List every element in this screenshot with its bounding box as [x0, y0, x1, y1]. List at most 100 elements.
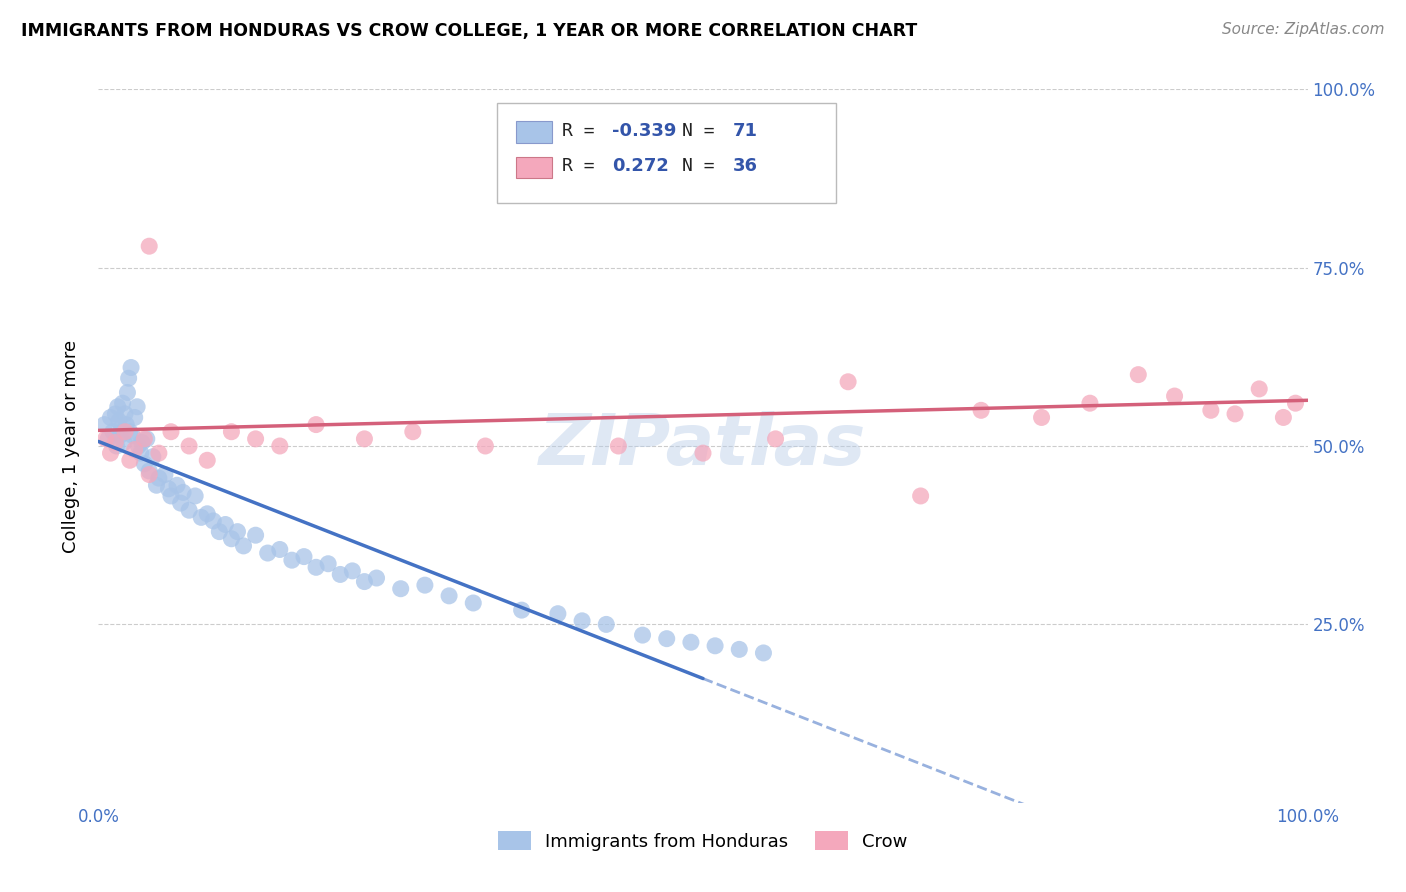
Point — [129, 446, 152, 460]
Point — [1223, 407, 1246, 421]
Point — [353, 574, 375, 589]
Bar — [516, 121, 551, 143]
Point — [135, 432, 157, 446]
Point — [153, 467, 176, 482]
Point — [202, 514, 225, 528]
Point — [127, 400, 149, 414]
Point — [402, 425, 425, 439]
Point — [571, 614, 593, 628]
Point — [145, 478, 167, 492]
Point — [117, 385, 139, 400]
Point — [124, 410, 146, 425]
Point — [1284, 396, 1306, 410]
Bar — [516, 157, 551, 178]
Point — [214, 517, 236, 532]
Point — [190, 510, 212, 524]
Point — [679, 635, 702, 649]
Point — [93, 417, 115, 432]
Point — [305, 560, 328, 574]
Point — [655, 632, 678, 646]
Point — [510, 603, 533, 617]
Point — [316, 557, 339, 571]
Point — [305, 417, 328, 432]
Point — [292, 549, 315, 564]
Point — [1031, 410, 1053, 425]
Point — [752, 646, 775, 660]
Text: 36: 36 — [734, 157, 758, 175]
Point — [121, 428, 143, 442]
Point — [104, 435, 127, 450]
FancyBboxPatch shape — [498, 103, 837, 203]
Point — [160, 425, 183, 439]
Point — [100, 446, 122, 460]
Point — [269, 439, 291, 453]
Y-axis label: College, 1 year or more: College, 1 year or more — [62, 340, 80, 552]
Point — [169, 496, 191, 510]
Point — [142, 450, 165, 464]
Point — [1128, 368, 1150, 382]
Point — [112, 435, 135, 450]
Point — [195, 453, 218, 467]
Point — [195, 507, 218, 521]
Point — [692, 446, 714, 460]
Point — [704, 639, 727, 653]
Point — [127, 439, 149, 453]
Point — [124, 442, 146, 457]
Legend: Immigrants from Honduras, Crow: Immigrants from Honduras, Crow — [491, 824, 915, 858]
Point — [118, 425, 141, 439]
Point — [148, 471, 170, 485]
Point — [970, 403, 993, 417]
Point — [179, 439, 201, 453]
Point — [221, 425, 243, 439]
Point — [281, 553, 304, 567]
Text: R =: R = — [561, 122, 605, 140]
Point — [134, 457, 156, 471]
Point — [107, 400, 129, 414]
Point — [463, 596, 485, 610]
Point — [413, 578, 436, 592]
Point — [342, 564, 364, 578]
Point — [329, 567, 352, 582]
Point — [114, 425, 136, 439]
Point — [179, 503, 201, 517]
Point — [269, 542, 291, 557]
Point — [97, 432, 120, 446]
Point — [184, 489, 207, 503]
Point — [547, 132, 569, 146]
Point — [547, 607, 569, 621]
Point — [353, 432, 375, 446]
Point — [1272, 410, 1295, 425]
Point — [232, 539, 254, 553]
Point — [474, 439, 496, 453]
Point — [108, 428, 131, 442]
Point — [111, 396, 134, 410]
Point — [105, 439, 128, 453]
Point — [631, 628, 654, 642]
Point — [245, 432, 267, 446]
Point — [389, 582, 412, 596]
Point — [595, 617, 617, 632]
Point — [138, 467, 160, 482]
Point — [134, 432, 156, 446]
Point — [131, 435, 153, 450]
Point — [437, 589, 460, 603]
Point — [118, 371, 141, 385]
Text: ZIPatlas: ZIPatlas — [540, 411, 866, 481]
Point — [108, 414, 131, 428]
Text: 71: 71 — [734, 122, 758, 140]
Point — [138, 464, 160, 478]
Point — [1249, 382, 1271, 396]
Point — [160, 489, 183, 503]
Point — [1199, 403, 1222, 417]
Text: N =: N = — [682, 122, 725, 140]
Point — [110, 421, 132, 435]
Point — [765, 432, 787, 446]
Point — [221, 532, 243, 546]
Text: R =: R = — [561, 157, 616, 175]
Point — [118, 453, 141, 467]
Point — [837, 375, 859, 389]
Point — [94, 432, 117, 446]
Point — [226, 524, 249, 539]
Point — [166, 478, 188, 492]
Point — [1078, 396, 1101, 410]
